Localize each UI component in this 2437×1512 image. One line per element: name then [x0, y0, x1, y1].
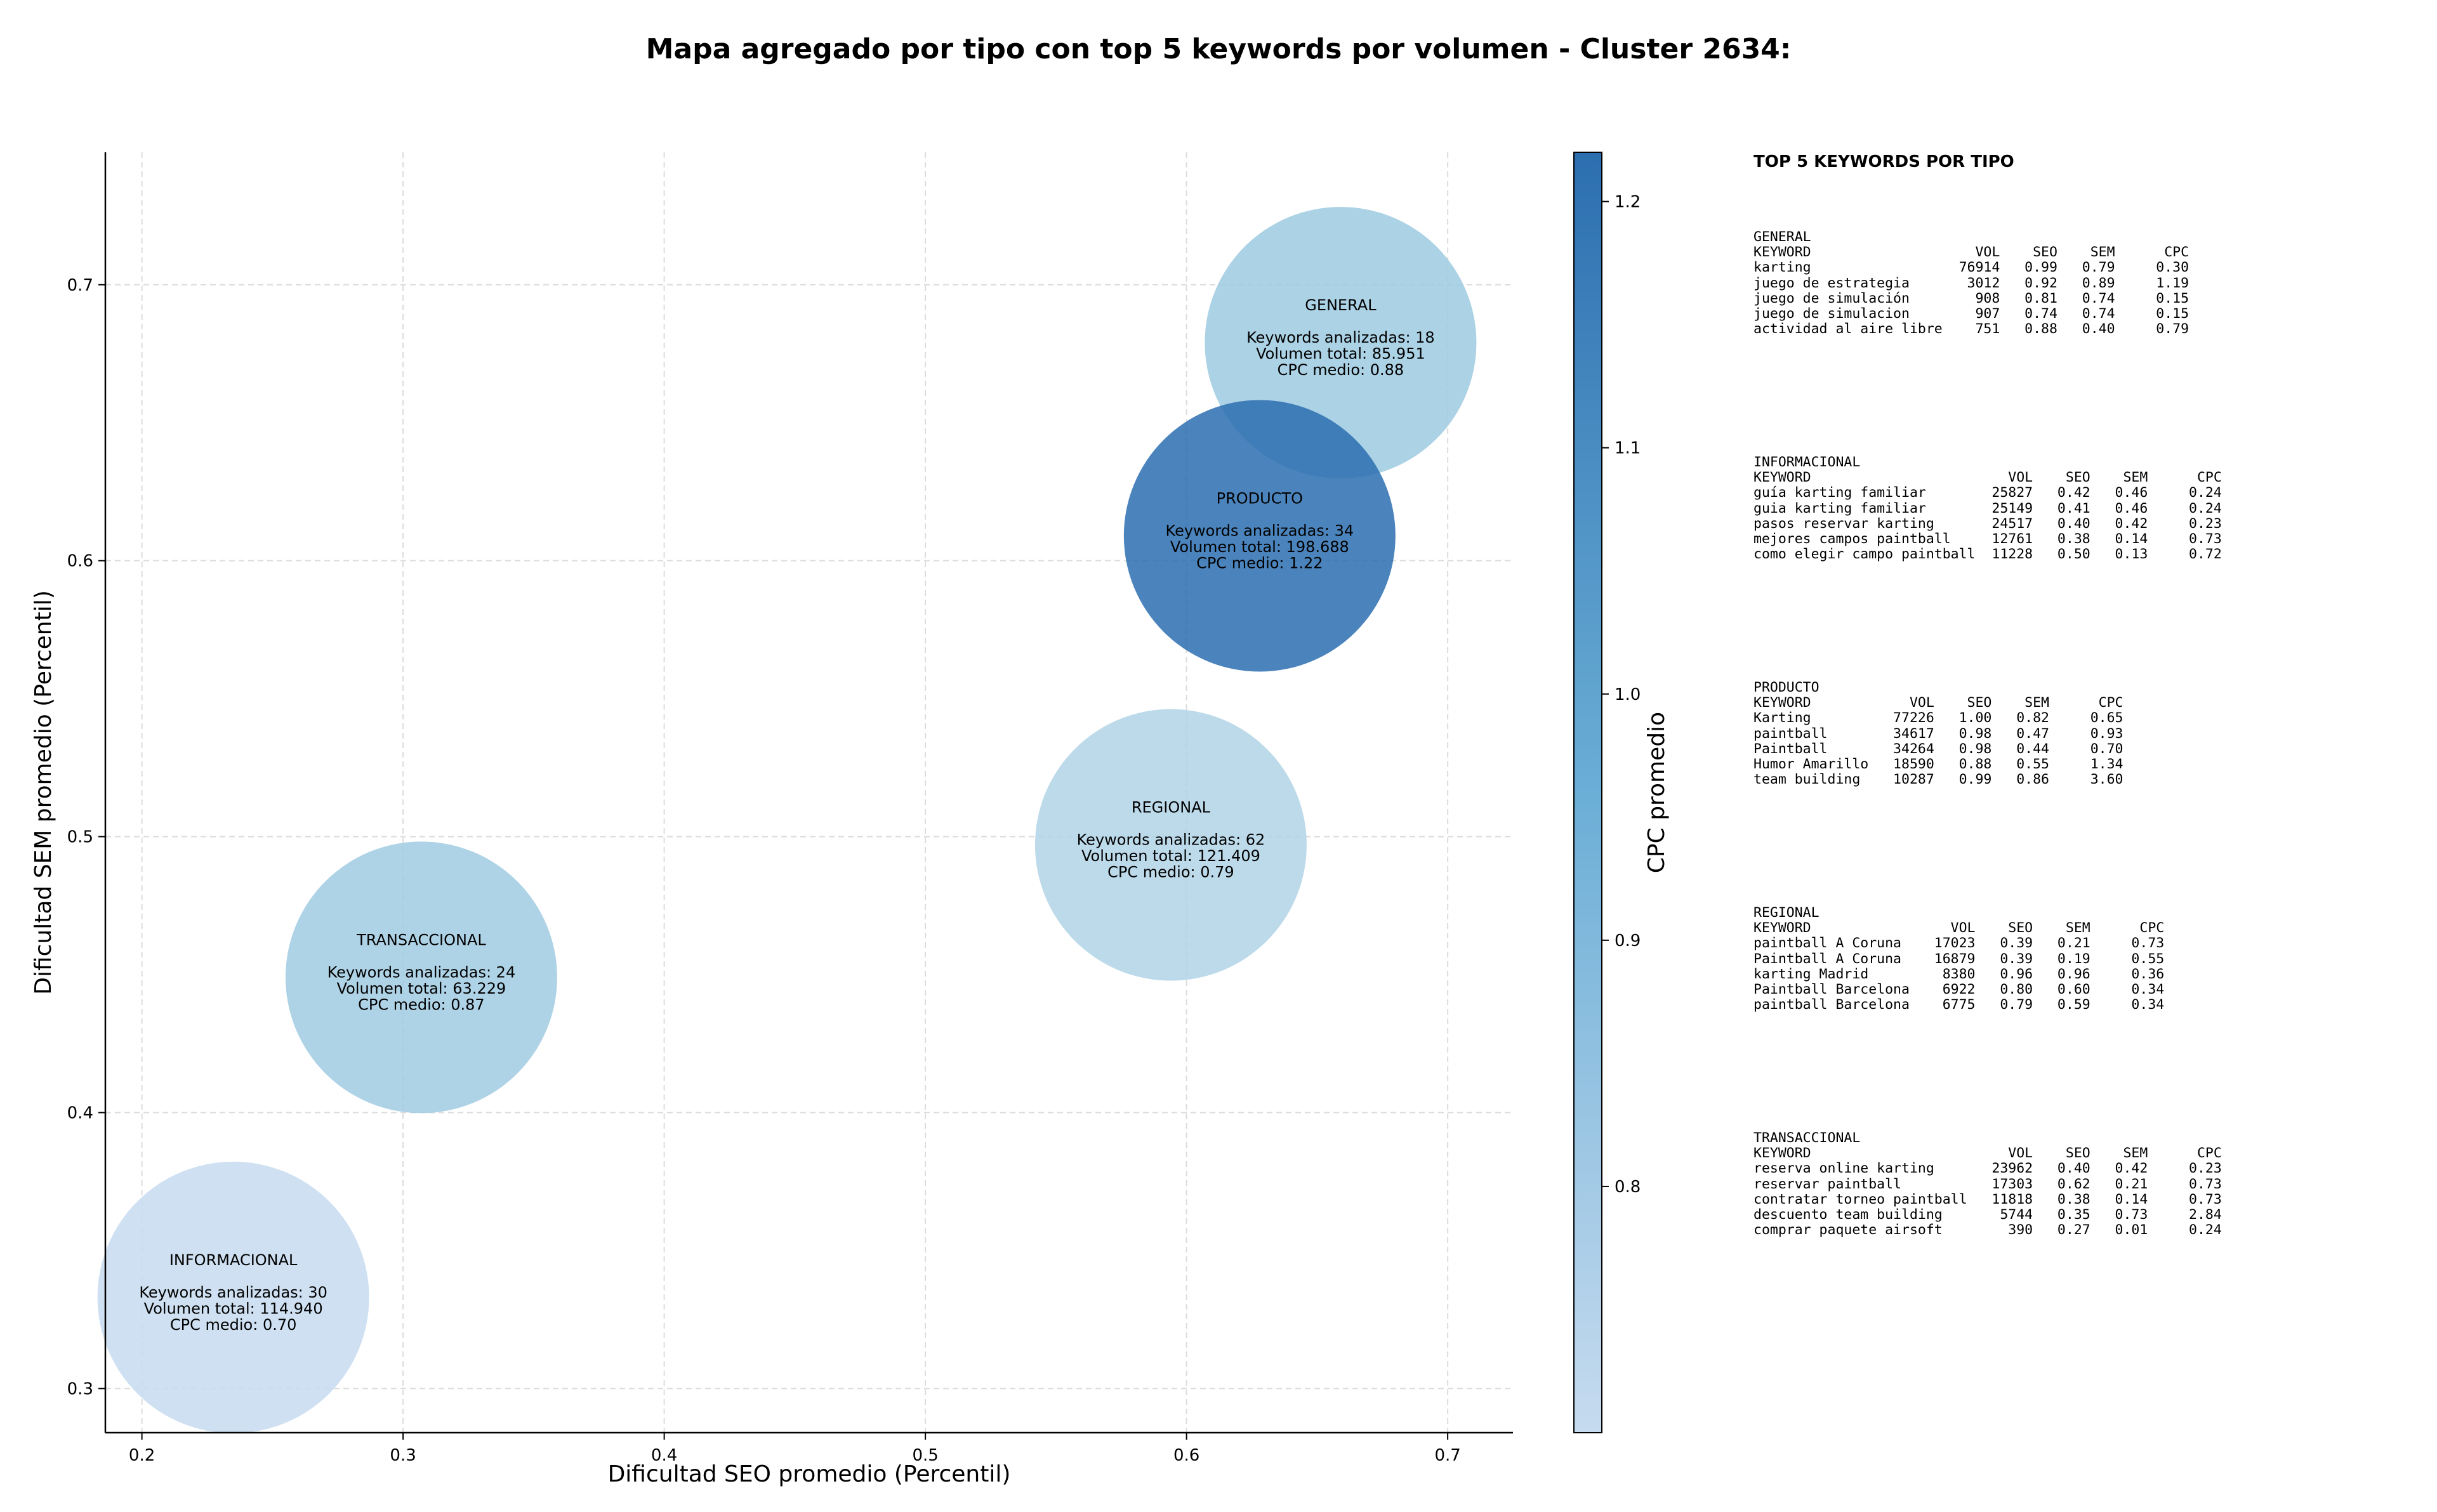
- colorbar-label: CPC promedio: [1644, 712, 1670, 873]
- keyword-table-row: como elegir campo paintball 11228 0.50 0…: [1753, 546, 2222, 563]
- keyword-table-header: KEYWORD VOL SEO SEM CPC: [1753, 470, 2222, 486]
- x-tick-label: 0.6: [1173, 1446, 1199, 1465]
- bubble-circle: [97, 1161, 369, 1433]
- colorbar-gradient: [1573, 152, 1602, 1433]
- keyword-table-block: PRODUCTO KEYWORD VOL SEO SEM CPC Karting 7…: [1753, 680, 2123, 787]
- y-axis-label: Dificultad SEM promedio (Percentil): [30, 590, 56, 995]
- x-axis-label: Dificultad SEO promedio (Percentil): [608, 1461, 1011, 1487]
- x-tick-label: 0.2: [129, 1446, 155, 1465]
- keyword-table-row: contratar torneo paintball 11818 0.38 0.…: [1753, 1191, 2222, 1207]
- bubble-stat-label: Keywords analizadas: 30: [139, 1284, 327, 1301]
- y-tick-label: 0.7: [67, 276, 93, 295]
- bubble-stat-label: CPC medio: 1.22: [1196, 555, 1323, 572]
- bubble-type-label: TRANSACCIONAL: [356, 931, 486, 949]
- x-tick-label: 0.7: [1434, 1446, 1460, 1465]
- bubble-transaccional: TRANSACCIONAL Keywords analizadas: 24Volu…: [285, 841, 557, 1114]
- keyword-table-row: reservar paintball 17303 0.62 0.21 0.73: [1753, 1176, 2222, 1192]
- bubble-type-label: PRODUCTO: [1217, 490, 1303, 508]
- bubble-stat-label: CPC medio: 0.87: [358, 996, 485, 1013]
- top-keywords-heading: TOP 5 KEYWORDS POR TIPO: [1753, 152, 2014, 171]
- y-tick-label: 0.4: [67, 1104, 93, 1123]
- colorbar: 0.8 0.9 1.0 1.1 1.2 CPC promedio: [1573, 152, 1670, 1433]
- bubble-stat-label: Volumen total: 198.688: [1170, 538, 1349, 556]
- top-keywords-panel: TOP 5 KEYWORDS POR TIPO GENERAL KEYWORD V…: [1753, 152, 2420, 1263]
- bubble-stat-label: Volumen total: 121.409: [1081, 847, 1260, 865]
- keyword-table-title: INFORMACIONAL: [1753, 454, 1861, 470]
- bubble-stat-label: Volumen total: 63.229: [337, 980, 506, 997]
- bubble-circle: [285, 841, 557, 1114]
- keyword-table-row: mejores campos paintball 12761 0.38 0.14…: [1753, 531, 2222, 548]
- keyword-table-title: TRANSACCIONAL: [1753, 1130, 1861, 1146]
- keyword-table-title: GENERAL: [1753, 229, 1811, 245]
- keyword-table-row: pasos reservar karting 24517 0.40 0.42 0…: [1753, 515, 2222, 532]
- axes: 0.2 0.3 0.4 0.5 0.6 0.7 0.3 0.4 0.5 0.6 0.7 Dificul…: [30, 152, 1513, 1487]
- bubble-circle: [1034, 709, 1307, 981]
- x-tick-label: 0.3: [390, 1446, 416, 1465]
- keyword-table-title: PRODUCTO: [1753, 680, 1819, 695]
- keyword-table-header: KEYWORD VOL SEO SEM CPC: [1753, 1145, 2222, 1162]
- x-tick-label: 0.4: [651, 1446, 677, 1465]
- colorbar-tick-label: 1.0: [1615, 685, 1641, 704]
- keyword-table-row: juego de simulacion 907 0.74 0.74 0.15: [1753, 306, 2189, 322]
- colorbar-tick-label: 0.8: [1615, 1178, 1641, 1197]
- keyword-table-row: actividad al aire libre 751 0.88 0.40 0.…: [1753, 321, 2189, 338]
- keyword-table-block: TRANSACCIONAL KEYWORD VOL SEO SEM CPC rese…: [1753, 1130, 2222, 1239]
- bubble-stat-label: Keywords analizadas: 34: [1166, 522, 1354, 540]
- bubble-stat-label: Keywords analizadas: 18: [1246, 329, 1435, 346]
- keyword-table-header: KEYWORD VOL SEO SEM CPC: [1753, 920, 2165, 937]
- bubble-stat-label: CPC medio: 0.79: [1107, 864, 1234, 881]
- colorbar-tick-label: 1.1: [1615, 439, 1641, 458]
- keyword-table-row: Paintball Barcelona 6922 0.80 0.60 0.34: [1753, 982, 2165, 998]
- colorbar-tick-label: 0.9: [1615, 931, 1641, 950]
- keyword-table-row: reserva online karting 23962 0.40 0.42 0…: [1753, 1160, 2222, 1177]
- keyword-table-row: paintball Barcelona 6775 0.79 0.59 0.34: [1753, 997, 2165, 1013]
- y-tick-label: 0.5: [67, 828, 93, 847]
- keyword-table-row: karting 76914 0.99 0.79 0.30: [1753, 260, 2189, 276]
- bubble-stat-label: Volumen total: 114.940: [144, 1299, 323, 1317]
- keyword-table-block: GENERAL KEYWORD VOL SEO SEM CPC karting 76…: [1753, 229, 2189, 338]
- keyword-table-row: guia karting familiar 25149 0.41 0.46 0.…: [1753, 500, 2222, 516]
- bubble-stat-label: CPC medio: 0.70: [170, 1316, 297, 1334]
- keyword-table-row: juego de estrategia 3012 0.92 0.89 1.19: [1753, 275, 2189, 291]
- y-tick-label: 0.3: [67, 1379, 93, 1398]
- x-tick-label: 0.5: [912, 1446, 938, 1465]
- bubble-stat-label: Keywords analizadas: 62: [1077, 831, 1265, 849]
- keyword-table-row: Paintball 34264 0.98 0.44 0.70: [1753, 740, 2123, 757]
- keyword-table-row: team building 10287 0.99 0.86 3.60: [1753, 772, 2123, 788]
- bubble-type-label: GENERAL: [1305, 296, 1377, 314]
- y-tick-label: 0.6: [67, 552, 93, 571]
- keyword-table-title: REGIONAL: [1753, 905, 1819, 921]
- bubble-stat-label: Volumen total: 85.951: [1256, 345, 1425, 363]
- keyword-table-row: paintball 34617 0.98 0.47 0.93: [1753, 725, 2123, 742]
- bubble-stat-label: Keywords analizadas: 24: [327, 963, 516, 981]
- keyword-table-block: INFORMACIONAL KEYWORD VOL SEO SEM CPC guía…: [1753, 454, 2222, 563]
- keyword-table-block: REGIONAL KEYWORD VOL SEO SEM CPC paintball…: [1753, 905, 2164, 1013]
- colorbar-tick-label: 1.2: [1615, 193, 1641, 212]
- keyword-table-row: Paintball A Coruna 16879 0.39 0.19 0.55: [1753, 950, 2165, 967]
- chart-title: Mapa agregado por tipo con top 5 keyword…: [645, 33, 1792, 65]
- keyword-table-row: descuento team building 5744 0.35 0.73 2…: [1753, 1207, 2222, 1223]
- keyword-table-row: comprar paquete airsoft 390 0.27 0.01 0.…: [1753, 1222, 2222, 1239]
- keyword-table-header: KEYWORD VOL SEO SEM CPC: [1753, 244, 2189, 261]
- bubble-type-label: INFORMACIONAL: [169, 1251, 298, 1269]
- keyword-table-row: paintball A Coruna 17023 0.39 0.21 0.73: [1753, 935, 2165, 952]
- bubble-informacional: INFORMACIONAL Keywords analizadas: 30Volu…: [97, 1161, 369, 1433]
- bubble-stat-label: CPC medio: 0.88: [1278, 361, 1404, 379]
- keyword-table-row: Karting 77226 1.00 0.82 0.65: [1753, 710, 2123, 726]
- keyword-table-row: juego de simulación 908 0.81 0.74 0.15: [1753, 290, 2189, 306]
- keyword-table-header: KEYWORD VOL SEO SEM CPC: [1753, 695, 2123, 711]
- keyword-table-row: karting Madrid 8380 0.96 0.96 0.36: [1753, 966, 2165, 982]
- bubble-type-label: REGIONAL: [1132, 799, 1211, 817]
- keyword-table-row: guía karting familiar 25827 0.42 0.46 0.…: [1753, 485, 2222, 501]
- bubble-circle: [1123, 400, 1396, 672]
- keyword-table-row: Humor Amarillo 18590 0.88 0.55 1.34: [1753, 756, 2123, 773]
